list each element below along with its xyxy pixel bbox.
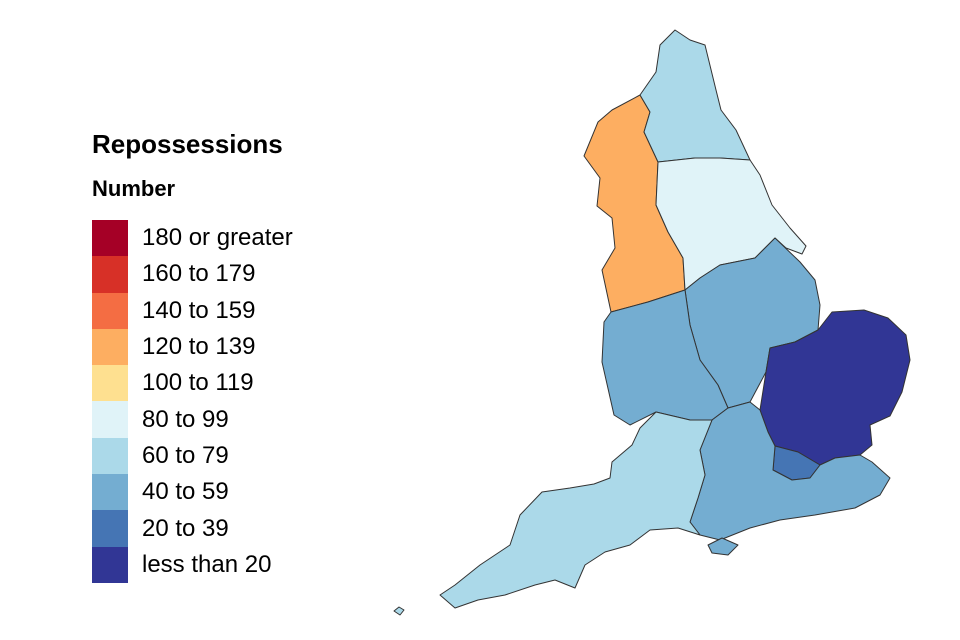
legend-item: 40 to 59 xyxy=(92,474,352,511)
legend-swatch xyxy=(92,220,128,257)
legend-swatch xyxy=(92,510,128,547)
region-south-east-isle-of-wight xyxy=(707,537,739,556)
legend-swatch xyxy=(92,474,128,511)
legend-item: 160 to 179 xyxy=(92,256,352,293)
legend-label: 160 to 179 xyxy=(142,260,256,288)
legend-item: 60 to 79 xyxy=(92,437,352,475)
map-legend: Repossessions Number 180 or greater 160 t… xyxy=(92,126,352,583)
legend-item: 180 or greater xyxy=(92,220,352,257)
region-south-west-scilly xyxy=(393,606,405,616)
legend-swatch xyxy=(92,401,128,438)
legend-label: 180 or greater xyxy=(142,224,293,252)
legend-swatch xyxy=(92,437,128,475)
region-south-west xyxy=(439,411,713,609)
legend-label: 20 to 39 xyxy=(142,514,229,542)
legend-swatch xyxy=(92,365,128,402)
legend-label: 100 to 119 xyxy=(142,369,254,397)
legend-label: 140 to 159 xyxy=(142,296,256,324)
legend-label: 60 to 79 xyxy=(142,441,229,469)
legend-label: 80 to 99 xyxy=(142,405,229,433)
legend-swatch xyxy=(92,292,128,329)
legend-item: 80 to 99 xyxy=(92,401,352,438)
legend-item: 100 to 119 xyxy=(92,365,352,402)
legend-title: Repossessions xyxy=(92,129,283,159)
legend-label: 40 to 59 xyxy=(142,478,229,506)
legend-swatch xyxy=(92,328,128,366)
legend-items: 180 or greater 160 to 179 140 to 159 120 to… xyxy=(92,220,352,583)
region-north-east xyxy=(639,29,751,163)
legend-label: less than 20 xyxy=(142,550,272,578)
legend-subtitle: Number xyxy=(92,176,176,201)
legend-label: 120 to 139 xyxy=(142,333,256,361)
legend-item: 20 to 39 xyxy=(92,510,352,547)
legend-swatch xyxy=(92,546,128,583)
legend-item: 120 to 139 xyxy=(92,328,352,366)
legend-swatch xyxy=(92,256,128,293)
legend-item: less than 20 xyxy=(92,546,352,583)
legend-item: 140 to 159 xyxy=(92,292,352,329)
